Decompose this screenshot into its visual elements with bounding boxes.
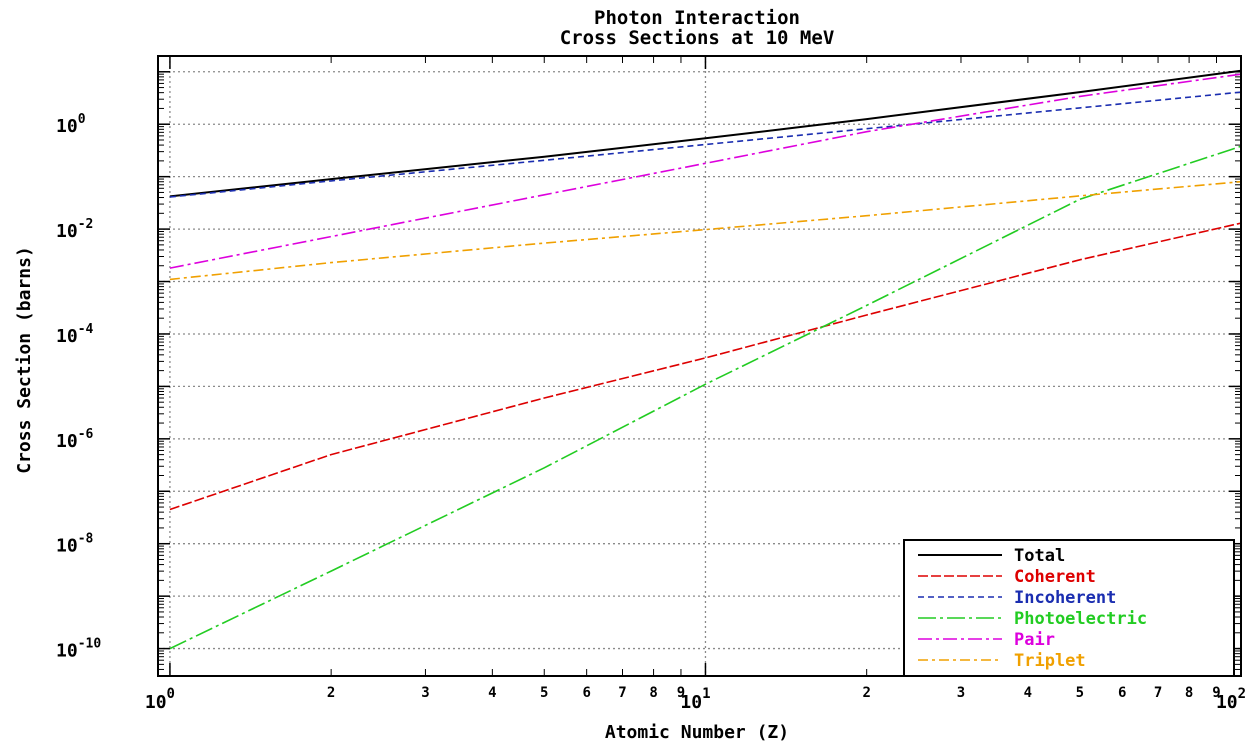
series-line-incoherent	[169, 91, 1242, 198]
plot-frame	[157, 55, 1242, 677]
legend-label-coherent: Coherent	[1014, 567, 1096, 587]
x-minor-tick-label: 2	[327, 685, 335, 701]
chart-title: Photon Interaction	[594, 7, 800, 29]
x-minor-tick-label: 4	[1024, 685, 1032, 701]
legend-box	[903, 539, 1235, 677]
legend-label-pair: Pair	[1014, 630, 1055, 650]
x-minor-tick-label: 4	[488, 685, 496, 701]
legend-label-photoelectric: Photoelectric	[1014, 609, 1147, 629]
legend-label-triplet: Triplet	[1014, 651, 1086, 671]
x-axis-label: Atomic Number (Z)	[605, 722, 789, 743]
chart-subtitle: Cross Sections at 10 MeV	[560, 27, 835, 49]
legend: TotalCoherentIncoherentPhotoelectricPair…	[903, 539, 1235, 677]
series-line-photoelectric	[169, 145, 1242, 650]
svg-text:10-4: 10-4	[56, 322, 94, 347]
x-minor-tick-label: 5	[1076, 685, 1084, 701]
series-group	[169, 69, 1242, 650]
series-line-total	[169, 69, 1242, 198]
legend-label-total: Total	[1014, 546, 1065, 566]
x-minor-tick-label: 7	[1154, 685, 1162, 701]
y-tick-label: 10-4	[56, 322, 94, 347]
x-minor-tick-label: 5	[540, 685, 548, 701]
x-minor-tick-label: 8	[1185, 685, 1193, 701]
series-line-pair	[169, 73, 1242, 269]
x-minor-tick-label: 9	[677, 685, 685, 701]
x-minor-tick-label: 8	[649, 685, 657, 701]
series-line-coherent	[169, 222, 1242, 511]
x-minor-tick-label: 3	[957, 685, 965, 701]
x-minor-tick-label: 6	[1118, 685, 1126, 701]
x-minor-tick-label: 3	[421, 685, 429, 701]
series-line-triplet	[169, 180, 1242, 281]
x-minor-tick-label: 6	[582, 685, 590, 701]
x-minor-tick-label: 7	[618, 685, 626, 701]
x-minor-tick-label: 9	[1212, 685, 1220, 701]
y-axis-label: Cross Section (barns)	[14, 246, 35, 474]
legend-label-incoherent: Incoherent	[1014, 588, 1116, 608]
x-minor-tick-label: 2	[862, 685, 870, 701]
